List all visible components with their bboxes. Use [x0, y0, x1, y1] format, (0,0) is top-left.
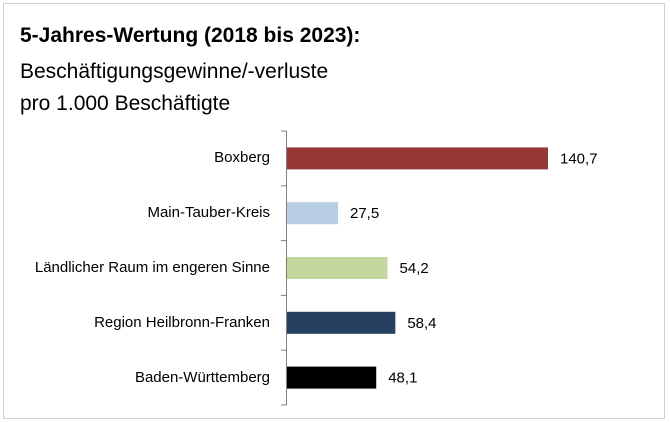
- category-text: Region Heilbronn-Franken: [94, 313, 270, 331]
- category-text: Boxberg: [214, 149, 270, 167]
- value-label: 140,7: [560, 150, 598, 167]
- category-label: Boxberg: [214, 146, 270, 170]
- value-label: 54,2: [400, 260, 429, 277]
- value-label: 48,1: [388, 370, 417, 387]
- chart-subtitle: pro 1.000 Beschäftigte: [20, 92, 231, 115]
- chart-title: 5-Jahres-Wertung (2018 bis 2023):: [20, 24, 361, 47]
- bar: [287, 366, 377, 389]
- category-label: Region Heilbronn-Franken: [94, 311, 270, 335]
- category-label: Baden-Württemberg: [135, 366, 270, 390]
- category-text: Baden-Württemberg: [134, 368, 270, 386]
- chart-frame: [3, 3, 665, 419]
- value-label: 27,5: [350, 205, 379, 222]
- category-text: Main-Tauber-Kreis: [147, 204, 270, 222]
- bar: [287, 147, 548, 170]
- value-label: 58,4: [407, 315, 436, 332]
- bar: [287, 311, 396, 334]
- bar: [287, 257, 388, 279]
- category-label: Main-Tauber-Kreis: [147, 201, 270, 225]
- category-label: Ländlicher Raum im engeren Sinne: [35, 256, 270, 280]
- category-text: Ländlicher Raum im engeren Sinne: [34, 259, 270, 276]
- chart-subtitle: Beschäftigungsgewinne/-verluste: [20, 60, 329, 83]
- bar: [287, 202, 339, 225]
